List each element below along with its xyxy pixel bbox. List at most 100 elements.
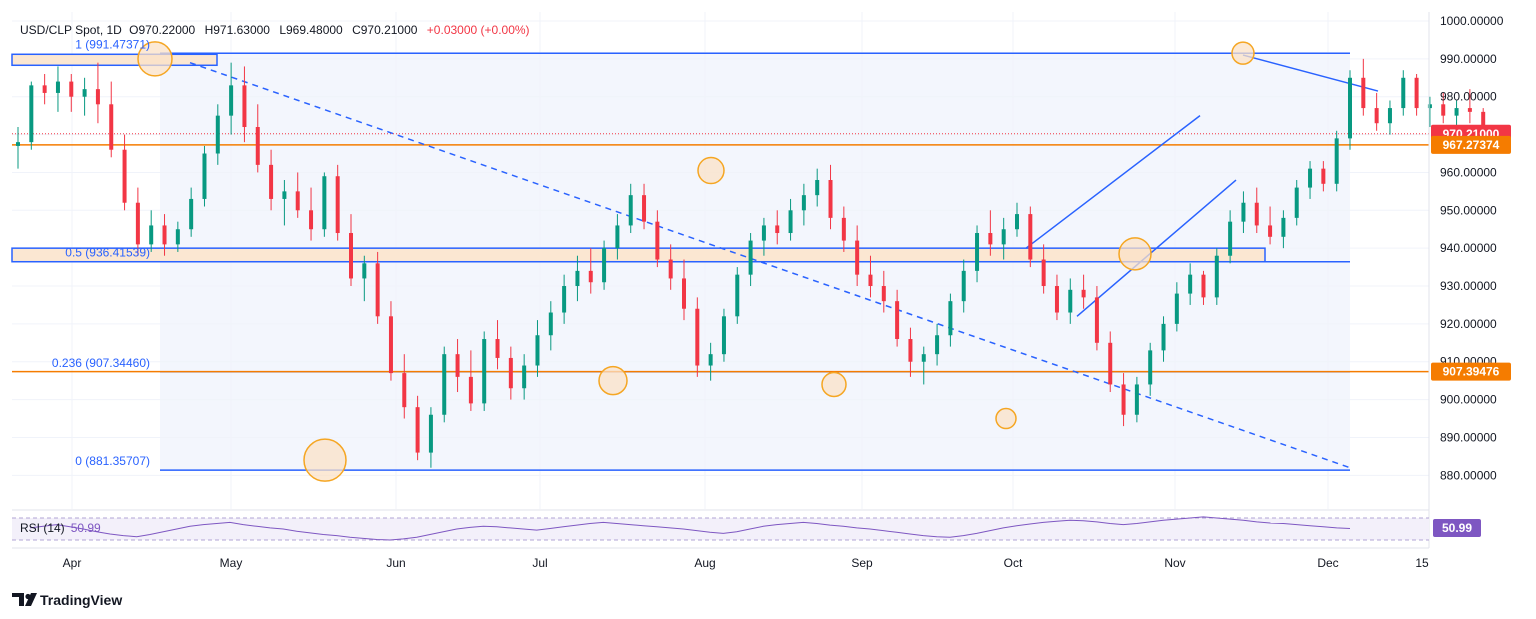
candle-body [522, 365, 527, 389]
candle-body [175, 229, 180, 245]
rsi-badge: 50.99 [1442, 521, 1472, 535]
rsi-name: RSI (14) [20, 521, 65, 535]
price-tick-label: 950.00000 [1440, 203, 1497, 217]
candle-body [269, 164, 274, 199]
candle-body [535, 335, 540, 366]
candle-body [95, 89, 100, 105]
time-tick-label: Apr [63, 556, 82, 570]
candle-body [1188, 274, 1193, 294]
candle-body [788, 210, 793, 234]
candle-body [881, 286, 886, 302]
price-tag-label: 967.27374 [1443, 138, 1500, 152]
candle-body [1481, 111, 1486, 134]
candle-body [1308, 168, 1313, 188]
header-high: H971.63000 [205, 23, 271, 37]
candles [16, 58, 1486, 468]
candle-body [1094, 297, 1099, 343]
candle-body [668, 259, 673, 279]
candle-body [895, 301, 900, 340]
tradingview-logo-icon[interactable] [12, 593, 37, 606]
candle-body [309, 210, 314, 230]
rsi-value: 50.99 [71, 521, 101, 535]
candle-body [295, 191, 300, 211]
candle-body [682, 278, 686, 309]
candle-body [855, 240, 860, 275]
candle-body [1254, 202, 1259, 226]
candle-body [1441, 104, 1446, 116]
price-tick-label: 880.00000 [1440, 468, 1497, 482]
candle-body [735, 274, 740, 317]
highlight-circle [697, 156, 725, 185]
price-axis[interactable]: 1000.00000990.00000980.00000970.00000960… [1440, 14, 1504, 482]
candle-body [1374, 108, 1379, 124]
candle-body [801, 195, 806, 211]
candle-body [1108, 342, 1113, 385]
time-axis[interactable]: Apr May Jun Jul Aug Sep Oct Nov Dec 15 [63, 556, 1429, 570]
candle-body [815, 180, 820, 196]
price-tag-bg [1431, 135, 1511, 154]
candle-body [1081, 289, 1086, 298]
candle-body [482, 339, 487, 404]
candle-body [1028, 214, 1033, 260]
candle-body [1148, 350, 1153, 385]
candle-body [135, 202, 140, 245]
rsi-label: RSI (14) 50.99 [20, 521, 101, 535]
candle-body [775, 225, 780, 234]
candle-body [1467, 108, 1472, 112]
price-tick-label: 930.00000 [1440, 279, 1497, 293]
candle-body [402, 373, 407, 408]
highlight-circle [821, 371, 847, 398]
candle-body [655, 221, 660, 260]
price-tick-label: 1000.00000 [1440, 14, 1504, 28]
highlight-circle [1118, 237, 1152, 271]
rsi-band [12, 518, 1429, 540]
candle-body [255, 127, 260, 165]
candle-body [761, 225, 766, 241]
candle-body [242, 85, 247, 128]
price-tag-bg [1431, 362, 1511, 381]
header-close: C970.21000 [352, 23, 418, 37]
candle-body [562, 286, 567, 313]
candle-body [162, 225, 167, 245]
candle-body [961, 270, 966, 302]
candle-body [229, 85, 234, 116]
candle-body [935, 335, 940, 355]
candle-body [322, 176, 327, 230]
highlight-circle [137, 41, 173, 77]
candle-body [1454, 108, 1459, 116]
candle-body [282, 191, 287, 199]
candle-body [1321, 168, 1326, 184]
candle-body [1414, 77, 1419, 109]
highlight-circles [137, 41, 1255, 482]
candle-body [1041, 259, 1046, 287]
candle-body [1001, 229, 1006, 245]
candle-body [122, 149, 127, 203]
time-tick-label: Jul [532, 556, 547, 570]
rsi-line [29, 516, 1351, 541]
time-tick-label: Aug [694, 556, 715, 570]
candle-body [921, 354, 926, 362]
candle-body [388, 316, 393, 374]
candle-body [1174, 293, 1179, 324]
header-low: L969.48000 [279, 23, 343, 37]
candle-body [42, 85, 47, 93]
time-tick-label: May [220, 556, 243, 570]
price-tag-label: 907.39476 [1443, 365, 1500, 379]
candle-body [975, 233, 980, 271]
channel-lower [1076, 179, 1237, 317]
candle-body [548, 312, 553, 336]
price-tick-label: 900.00000 [1440, 393, 1497, 407]
fib-label: 0.5 (936.41539) [65, 246, 150, 260]
descending-trendline [189, 61, 1351, 469]
candle-body [508, 357, 513, 389]
candle-body [1134, 384, 1139, 415]
header-symbol: USD/CLP Spot, 1D [20, 23, 122, 37]
candle-body [602, 248, 607, 283]
candle-body [1334, 138, 1339, 184]
candle-body [628, 195, 633, 226]
candle-body [415, 407, 420, 453]
candle-body [189, 198, 194, 230]
candle-body [841, 217, 846, 241]
candle-body [468, 376, 473, 404]
